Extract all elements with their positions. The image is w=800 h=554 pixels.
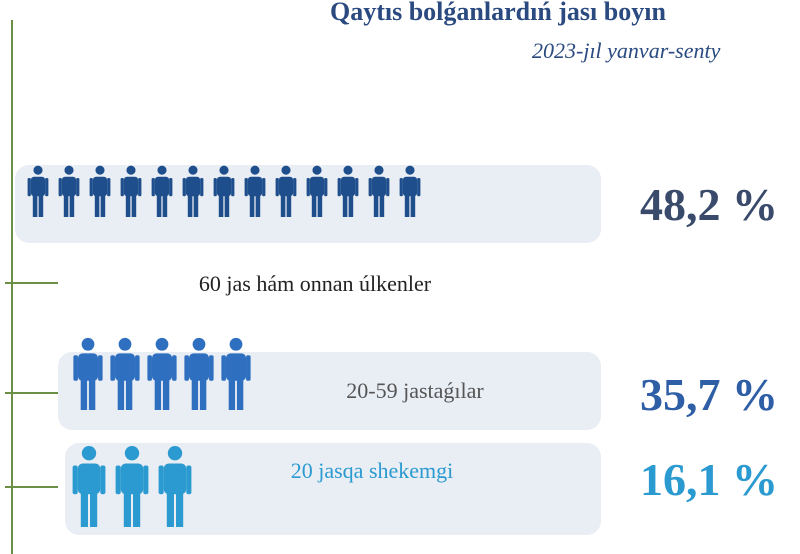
group-label: 20-59 jastaǵılar xyxy=(346,378,484,403)
person-icon xyxy=(244,165,266,217)
person-icon xyxy=(151,165,173,217)
person-icon xyxy=(89,165,111,217)
person-icon xyxy=(147,337,177,410)
person-icon xyxy=(58,165,80,217)
person-icon xyxy=(213,165,235,217)
person-icon xyxy=(73,337,103,410)
group-value: 35,7 % xyxy=(640,369,778,420)
person-icon xyxy=(158,446,192,527)
person-icon xyxy=(120,165,142,217)
person-icon xyxy=(27,165,49,217)
person-icon xyxy=(72,446,106,527)
person-icon xyxy=(337,165,359,217)
person-icon xyxy=(184,337,214,410)
subtitle: 2023-jıl yanvar-senty xyxy=(532,38,721,63)
group-value: 16,1 % xyxy=(640,454,778,505)
title: Qaytıs bolǵanlardıń jası boyın xyxy=(330,0,666,26)
person-icon xyxy=(306,165,328,217)
person-icon xyxy=(399,165,421,217)
person-icon xyxy=(368,165,390,217)
person-icon xyxy=(110,337,140,410)
group-box xyxy=(65,443,601,535)
person-icon xyxy=(115,446,149,527)
person-icon xyxy=(182,165,204,217)
group-value: 48,2 % xyxy=(640,179,778,230)
group-label: 60 jas hám onnan úlkenler xyxy=(199,271,432,296)
icons xyxy=(27,165,421,527)
person-icon xyxy=(221,337,251,410)
person-icon xyxy=(275,165,297,217)
group-label: 20 jasqa shekemgi xyxy=(291,458,454,483)
